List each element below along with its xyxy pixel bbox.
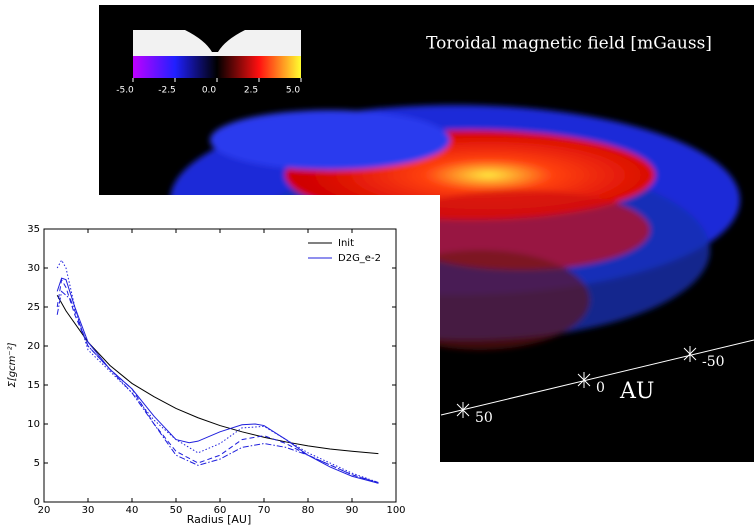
- axis-tick-label: -50: [702, 354, 725, 370]
- x-tick-label: 70: [258, 505, 271, 516]
- y-tick-label: 0: [34, 497, 40, 508]
- axis-tick: [577, 372, 591, 388]
- colorbar-tick-label: -2.5: [158, 86, 176, 96]
- x-tick-label: 100: [386, 505, 405, 516]
- sky-axis: [440, 339, 754, 416]
- series-line: [56, 259, 379, 483]
- x-tick-label: 40: [126, 505, 139, 516]
- axis-tick: [683, 346, 697, 362]
- axis-tick: [456, 402, 470, 418]
- series-line: [56, 295, 379, 455]
- x-tick-label: 50: [170, 505, 183, 516]
- y-tick-label: 35: [27, 224, 40, 235]
- axis-tick-label: 50: [475, 410, 493, 426]
- y-tick-label: 15: [27, 380, 40, 391]
- y-tick-label: 30: [27, 263, 40, 274]
- y-tick-label: 25: [27, 302, 40, 313]
- colorbar: [133, 56, 301, 78]
- x-tick-label: 30: [82, 505, 95, 516]
- x-tick-label: 80: [302, 505, 315, 516]
- render-title: Toroidal magnetic field [mGauss]: [426, 34, 712, 54]
- y-tick-label: 20: [27, 341, 40, 352]
- colorbar-tick-label: 0.0: [202, 86, 217, 96]
- colorbar-tick-label: 5.0: [286, 86, 301, 96]
- legend: [300, 233, 392, 269]
- y-tick-label: 5: [34, 458, 40, 469]
- x-axis-label: Radius [AU]: [187, 513, 252, 526]
- y-tick-label: 10: [27, 419, 40, 430]
- colorbar-tick-label: -5.0: [116, 86, 134, 96]
- colorbar-histogram: [133, 30, 301, 56]
- axis-tick-label: 0: [596, 380, 605, 396]
- legend-label: D2G_e-2: [338, 253, 381, 264]
- axis-unit: AU: [619, 379, 654, 404]
- x-tick-label: 20: [38, 505, 51, 516]
- x-tick-label: 90: [346, 505, 359, 516]
- x-tick-label: 60: [214, 505, 227, 516]
- series-line: [56, 290, 379, 483]
- legend-label: Init: [338, 238, 354, 249]
- colorbar-tick-label: 2.5: [244, 86, 258, 96]
- y-axis-label: Σ[gcm⁻²]: [7, 342, 18, 387]
